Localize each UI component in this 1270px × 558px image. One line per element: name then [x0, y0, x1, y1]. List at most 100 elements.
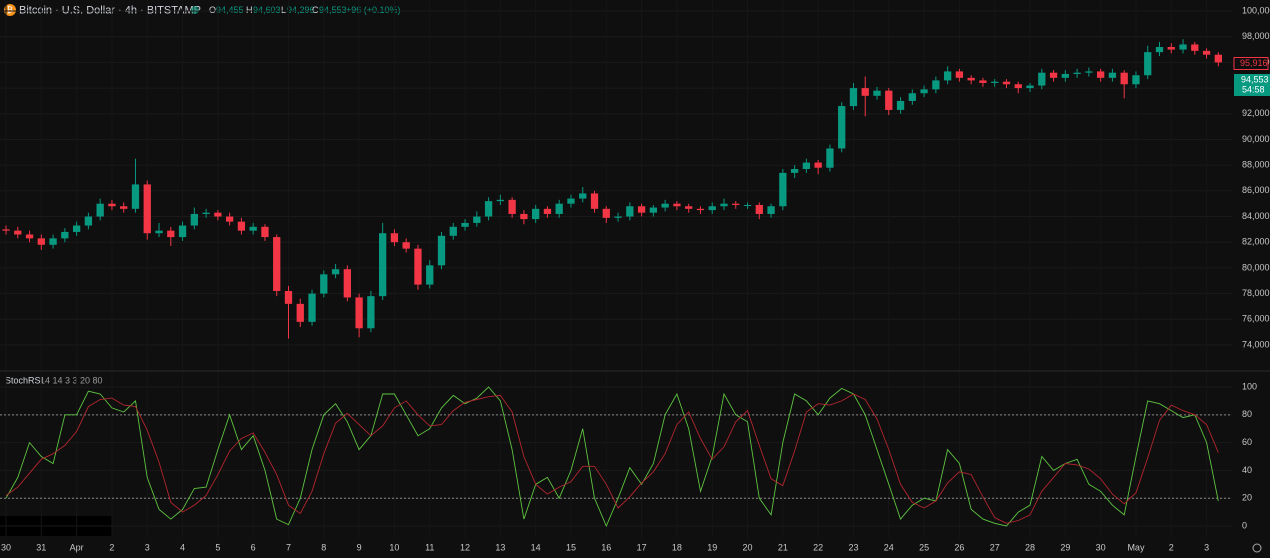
candle-body — [296, 303, 304, 322]
candle-body — [402, 242, 410, 249]
candle-body — [1038, 72, 1046, 86]
candle-body — [979, 80, 987, 83]
candle-body — [284, 291, 293, 304]
x-tick-label: 3 — [1204, 542, 1209, 552]
candle-body — [955, 71, 964, 78]
candle-body — [814, 162, 822, 168]
candle-body — [1049, 72, 1058, 78]
stoch-line — [5, 386, 1219, 528]
y-tick-label: 20 — [1242, 493, 1252, 503]
x-tick-label: 21 — [778, 542, 788, 552]
candle-body — [685, 206, 693, 209]
y-tick-label: 74,000 — [1242, 339, 1270, 349]
candle-body — [590, 193, 599, 209]
grid — [0, 10, 1232, 527]
x-tick-label: 5 — [215, 542, 220, 552]
x-tick-label: 3 — [145, 542, 150, 552]
ohlc: O 94,455 H 94,603 L 94,296 C 94,553 +96 … — [209, 5, 401, 15]
symbol-title[interactable]: Bitcoin · U.S. Dollar · 4h · BITSTAMP — [19, 4, 201, 16]
o-label: O — [209, 5, 216, 15]
symbol-icon[interactable] — [4, 4, 16, 16]
candle-body — [214, 212, 222, 217]
candle-body — [367, 296, 375, 329]
indicator-title[interactable]: StochRSI — [5, 375, 43, 385]
candle-body — [838, 106, 846, 149]
candle-body — [555, 203, 563, 214]
candle-body — [1061, 73, 1069, 78]
x-tick-label: 29 — [1060, 542, 1070, 552]
candle-body — [579, 193, 587, 199]
settings-icon[interactable] — [1252, 543, 1262, 553]
x-tick-label: 9 — [357, 542, 362, 552]
candle-body — [273, 237, 281, 292]
y-tick-label: 0 — [1242, 520, 1247, 530]
candle-body — [178, 225, 187, 238]
candle-body — [1073, 72, 1081, 74]
candle-body — [1085, 71, 1093, 73]
candle-body — [1096, 71, 1105, 78]
x-tick-label: 24 — [884, 542, 894, 552]
candle-body — [861, 88, 869, 96]
candle-body — [802, 162, 811, 170]
candle-body — [1155, 47, 1164, 53]
candle-body — [708, 206, 716, 211]
candle-body — [108, 203, 116, 207]
candle-body — [1202, 50, 1211, 55]
x-tick-label: 13 — [495, 542, 505, 552]
x-tick-label: 2 — [109, 542, 114, 552]
candle-body — [826, 148, 834, 168]
x-tick-label: 2 — [1169, 542, 1174, 552]
candle-body — [390, 233, 399, 243]
candle-body — [991, 81, 999, 83]
l-value: 94,296 — [287, 5, 315, 15]
y-tick-label: 76,000 — [1242, 314, 1270, 324]
x-tick-label: 22 — [813, 542, 823, 552]
candle-body — [484, 201, 493, 217]
candle-body — [461, 222, 469, 227]
candle-body — [426, 265, 434, 285]
candle-body — [908, 93, 916, 101]
candle-body — [602, 208, 610, 218]
x-tick-label: 19 — [707, 542, 717, 552]
candle-body — [779, 172, 787, 207]
candle-body — [61, 231, 69, 239]
y-tick-label: 98,000 — [1242, 31, 1270, 41]
candle-body — [520, 213, 528, 220]
x-tick-label: 28 — [1025, 542, 1035, 552]
candle-body — [96, 203, 104, 217]
c-value: 94,553 — [319, 5, 347, 15]
candle-body — [943, 71, 952, 81]
candle-body — [320, 274, 328, 294]
o-value: 94,455 — [216, 5, 244, 15]
candle-body — [49, 238, 57, 245]
y-tick-label: 40 — [1242, 465, 1252, 475]
candle-body — [437, 235, 446, 266]
x-tick-label: May — [1127, 542, 1145, 552]
candle-body — [1191, 44, 1199, 51]
countdown: 54:58 — [1242, 84, 1265, 94]
x-tick-label: 31 — [36, 542, 46, 552]
candle-body — [25, 234, 34, 239]
candle-body — [767, 206, 775, 214]
c-label: C — [312, 5, 319, 15]
x-tick-label: 30 — [1096, 542, 1106, 552]
candle-body — [190, 213, 198, 226]
x-tick-label: 10 — [389, 542, 399, 552]
candle-body — [14, 230, 22, 235]
y-tick-label: 100,000 — [1242, 5, 1270, 15]
last-price-label: 95,916 — [1240, 58, 1268, 68]
candle-body — [626, 206, 634, 217]
candle-body — [873, 90, 881, 96]
candle-body — [1108, 72, 1117, 78]
last-price-badge — [1233, 56, 1269, 70]
x-tick-label: 17 — [637, 542, 647, 552]
candle-body — [849, 88, 858, 107]
y-tick-label: 92,000 — [1242, 108, 1270, 118]
candle-body — [932, 80, 940, 90]
candle-body — [449, 226, 457, 236]
candle-body — [1014, 84, 1022, 89]
x-tick-label: 27 — [990, 542, 1000, 552]
candle-body — [143, 184, 151, 234]
